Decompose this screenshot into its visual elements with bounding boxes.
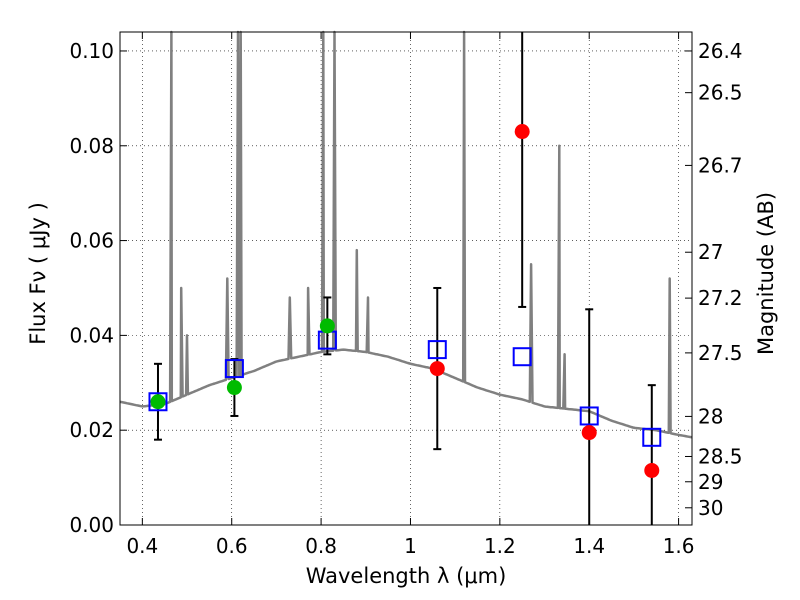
x-tick-label: 1.4 [573, 534, 605, 558]
right-tick-label: 28 [698, 404, 723, 428]
axis-ticks: 0.4 0.6 0.8 1 1.2 1.4 1.6 0.00 0.02 0.04 0.06 0.08 0… [69, 32, 743, 558]
observed-optical-point [150, 394, 166, 410]
x-tick-label: 1.6 [663, 534, 695, 558]
right-axis-label: Magnitude (AB) [754, 192, 778, 355]
right-tick-label: 27 [698, 240, 723, 264]
right-tick-label: 29 [698, 470, 723, 494]
model-photometry-point [579, 406, 599, 426]
observed-optical-point [319, 318, 335, 334]
observed-nir-point [429, 361, 445, 377]
y-tick-label: 0.02 [69, 418, 114, 442]
errorbar-layer [153, 32, 656, 525]
model-photometry-point [427, 340, 447, 360]
x-axis-label: Wavelength λ (μm) [306, 564, 507, 588]
x-tick-label: 0.4 [126, 534, 158, 558]
right-tick-label: 26.7 [698, 153, 743, 177]
observed-optical-point [226, 380, 242, 396]
x-tick-label: 0.8 [305, 534, 337, 558]
y-tick-label: 0.08 [69, 134, 114, 158]
model-photometry-layer [148, 330, 662, 447]
y-tick-label: 0.04 [69, 323, 114, 347]
x-tick-label: 1 [404, 534, 417, 558]
x-tick-label: 1.2 [484, 534, 516, 558]
y-tick-label: 0.10 [69, 39, 114, 63]
grid-lines [120, 32, 692, 526]
model-photometry-point [148, 392, 168, 412]
model-photometry-point [642, 427, 662, 447]
observed-nir-point [644, 462, 660, 478]
y-tick-label: 0.00 [69, 513, 114, 537]
observed-nir-point [581, 425, 597, 441]
observed-photometry-layer [150, 124, 660, 478]
observed-nir-point [514, 124, 530, 140]
right-tick-label: 27.2 [698, 286, 743, 310]
model-spectrum-layer [119, 30, 693, 439]
right-tick-label: 26.5 [698, 81, 743, 105]
model-spectrum-line [119, 30, 693, 439]
right-tick-label: 26.4 [698, 39, 743, 63]
x-tick-label: 0.6 [216, 534, 248, 558]
model-photometry-point [224, 359, 244, 379]
y-tick-label: 0.06 [69, 229, 114, 253]
model-photometry-point [512, 347, 532, 367]
y-axis-label: Flux Fν ( μJy ) [26, 202, 50, 345]
right-tick-label: 27.5 [698, 341, 743, 365]
plot-frame [119, 31, 693, 526]
right-tick-label: 30 [698, 496, 723, 520]
right-tick-label: 28.5 [698, 444, 743, 468]
